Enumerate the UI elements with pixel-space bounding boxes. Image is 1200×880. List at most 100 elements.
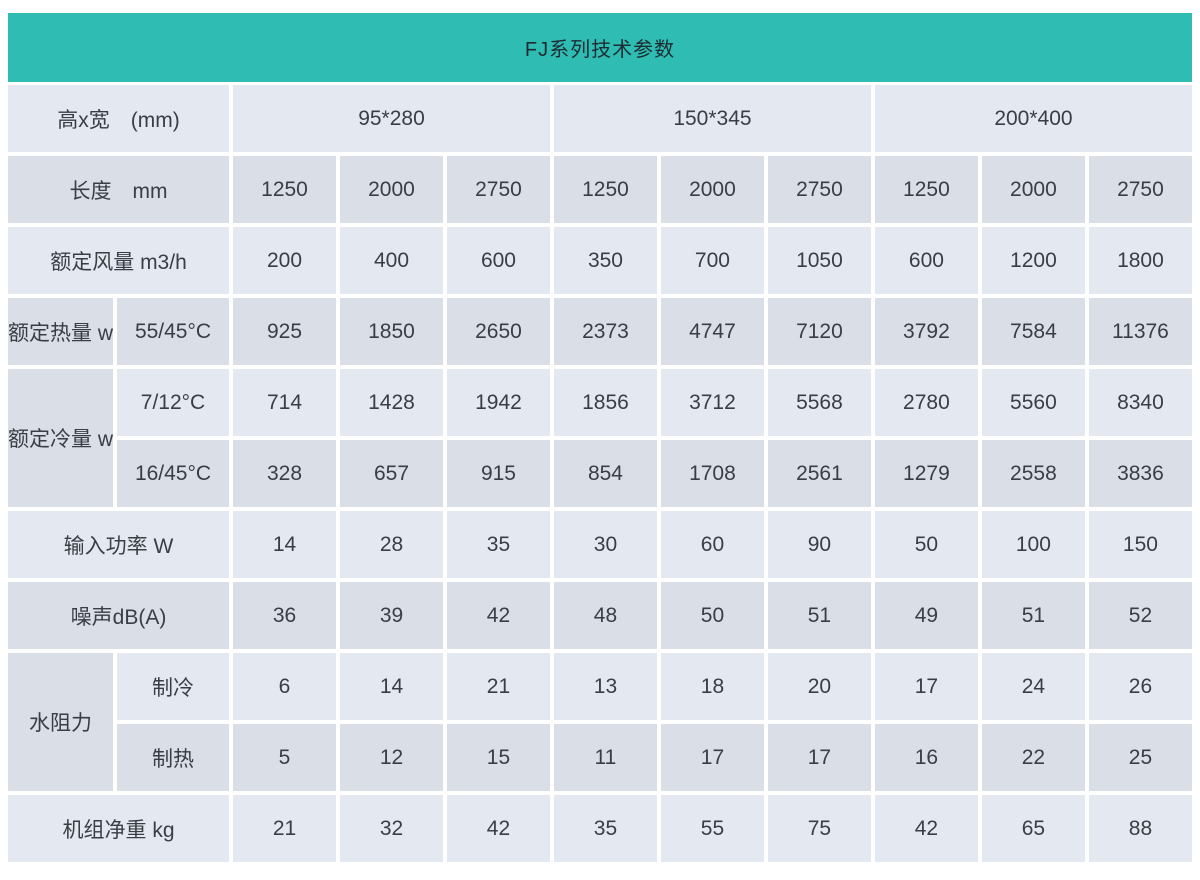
value-cell: 1250 [553, 156, 657, 223]
value-cell: 6 [233, 653, 336, 720]
table-title-bar: FJ系列技术参数 [8, 13, 1192, 82]
value-cell: 25 [1088, 724, 1192, 791]
value-cell: 3792 [874, 298, 978, 365]
value-cell: 36 [233, 582, 336, 649]
value-cell: 3836 [1088, 440, 1192, 507]
value-cell: 2750 [446, 156, 550, 223]
value-cell: 2750 [1088, 156, 1192, 223]
row-label: 额定风量 m3/h [8, 227, 230, 294]
spec-row-length: 长度 mm 1250 2000 2750 1250 2000 2750 1250 2000 27… [8, 156, 1192, 223]
value-cell: 1250 [233, 156, 336, 223]
value-cell: 1856 [553, 369, 657, 436]
value-cell: 17 [874, 653, 978, 720]
value-cell: 1279 [874, 440, 978, 507]
value-cell: 49 [874, 582, 978, 649]
value-cell: 42 [874, 795, 978, 862]
value-cell: 714 [233, 369, 336, 436]
row-condition: 制热 [117, 724, 230, 791]
value-cell: 15 [446, 724, 550, 791]
value-cell: 7584 [981, 298, 1085, 365]
value-cell: 18 [660, 653, 764, 720]
value-cell: 17 [660, 724, 764, 791]
value-cell: 328 [233, 440, 336, 507]
value-cell: 5560 [981, 369, 1085, 436]
value-cell: 90 [767, 511, 871, 578]
value-cell: 60 [660, 511, 764, 578]
value-cell: 88 [1088, 795, 1192, 862]
col-group-header: 200*400 [874, 85, 1192, 152]
value-cell: 1050 [767, 227, 871, 294]
row-label: 输入功率 W [8, 511, 230, 578]
value-cell: 22 [981, 724, 1085, 791]
spec-row-weight: 机组净重 kg 21 32 42 35 55 75 42 65 88 [8, 795, 1192, 862]
row-condition: 55/45°C [117, 298, 230, 365]
value-cell: 42 [446, 795, 550, 862]
value-cell: 854 [553, 440, 657, 507]
value-cell: 600 [874, 227, 978, 294]
value-cell: 16 [874, 724, 978, 791]
value-cell: 12 [340, 724, 443, 791]
value-cell: 700 [660, 227, 764, 294]
row-label: 高x宽 (mm) [8, 85, 230, 152]
value-cell: 1800 [1088, 227, 1192, 294]
value-cell: 4747 [660, 298, 764, 365]
value-cell: 1428 [340, 369, 443, 436]
value-cell: 8340 [1088, 369, 1192, 436]
value-cell: 65 [981, 795, 1085, 862]
col-group-header: 150*345 [553, 85, 871, 152]
value-cell: 1942 [446, 369, 550, 436]
spec-row-water-cooling: 水阻力 制冷 6 14 21 13 18 20 17 24 26 [8, 653, 1192, 791]
value-cell: 7120 [767, 298, 871, 365]
spec-table: 高x宽 (mm) 95*280 150*345 200*400 长度 mm 12… [4, 81, 1196, 866]
spec-row-water-heating: 制热 5 12 15 11 17 17 16 22 25 [8, 724, 1192, 791]
row-label: 长度 mm [8, 156, 230, 223]
value-cell: 11 [553, 724, 657, 791]
value-cell: 1850 [340, 298, 443, 365]
value-cell: 2561 [767, 440, 871, 507]
value-cell: 21 [233, 795, 336, 862]
value-cell: 50 [660, 582, 764, 649]
row-label: 机组净重 kg [8, 795, 230, 862]
value-cell: 925 [233, 298, 336, 365]
row-label: 噪声dB(A) [8, 582, 230, 649]
spec-row-size: 高x宽 (mm) 95*280 150*345 200*400 [8, 85, 1192, 152]
value-cell: 51 [981, 582, 1085, 649]
value-cell: 3712 [660, 369, 764, 436]
row-condition: 制冷 [117, 653, 230, 720]
value-cell: 100 [981, 511, 1085, 578]
value-cell: 32 [340, 795, 443, 862]
value-cell: 11376 [1088, 298, 1192, 365]
value-cell: 2000 [981, 156, 1085, 223]
value-cell: 2558 [981, 440, 1085, 507]
row-label: 额定热量 w [8, 298, 113, 365]
value-cell: 26 [1088, 653, 1192, 720]
row-condition: 7/12°C [117, 369, 230, 436]
value-cell: 915 [446, 440, 550, 507]
value-cell: 5568 [767, 369, 871, 436]
value-cell: 35 [553, 795, 657, 862]
value-cell: 150 [1088, 511, 1192, 578]
page-title: FJ系列技术参数 [524, 39, 676, 61]
value-cell: 200 [233, 227, 336, 294]
col-group-header: 95*280 [233, 85, 550, 152]
value-cell: 2750 [767, 156, 871, 223]
value-cell: 2780 [874, 369, 978, 436]
value-cell: 30 [553, 511, 657, 578]
spec-row-airflow: 额定风量 m3/h 200 400 600 350 700 1050 600 1200 1800 [8, 227, 1192, 294]
value-cell: 657 [340, 440, 443, 507]
value-cell: 5 [233, 724, 336, 791]
value-cell: 52 [1088, 582, 1192, 649]
value-cell: 50 [874, 511, 978, 578]
value-cell: 400 [340, 227, 443, 294]
value-cell: 42 [446, 582, 550, 649]
spec-row-power: 输入功率 W 14 28 35 30 60 90 50 100 150 [8, 511, 1192, 578]
value-cell: 14 [233, 511, 336, 578]
value-cell: 48 [553, 582, 657, 649]
value-cell: 17 [767, 724, 871, 791]
value-cell: 1200 [981, 227, 1085, 294]
value-cell: 1250 [874, 156, 978, 223]
value-cell: 39 [340, 582, 443, 649]
value-cell: 55 [660, 795, 764, 862]
value-cell: 13 [553, 653, 657, 720]
value-cell: 51 [767, 582, 871, 649]
